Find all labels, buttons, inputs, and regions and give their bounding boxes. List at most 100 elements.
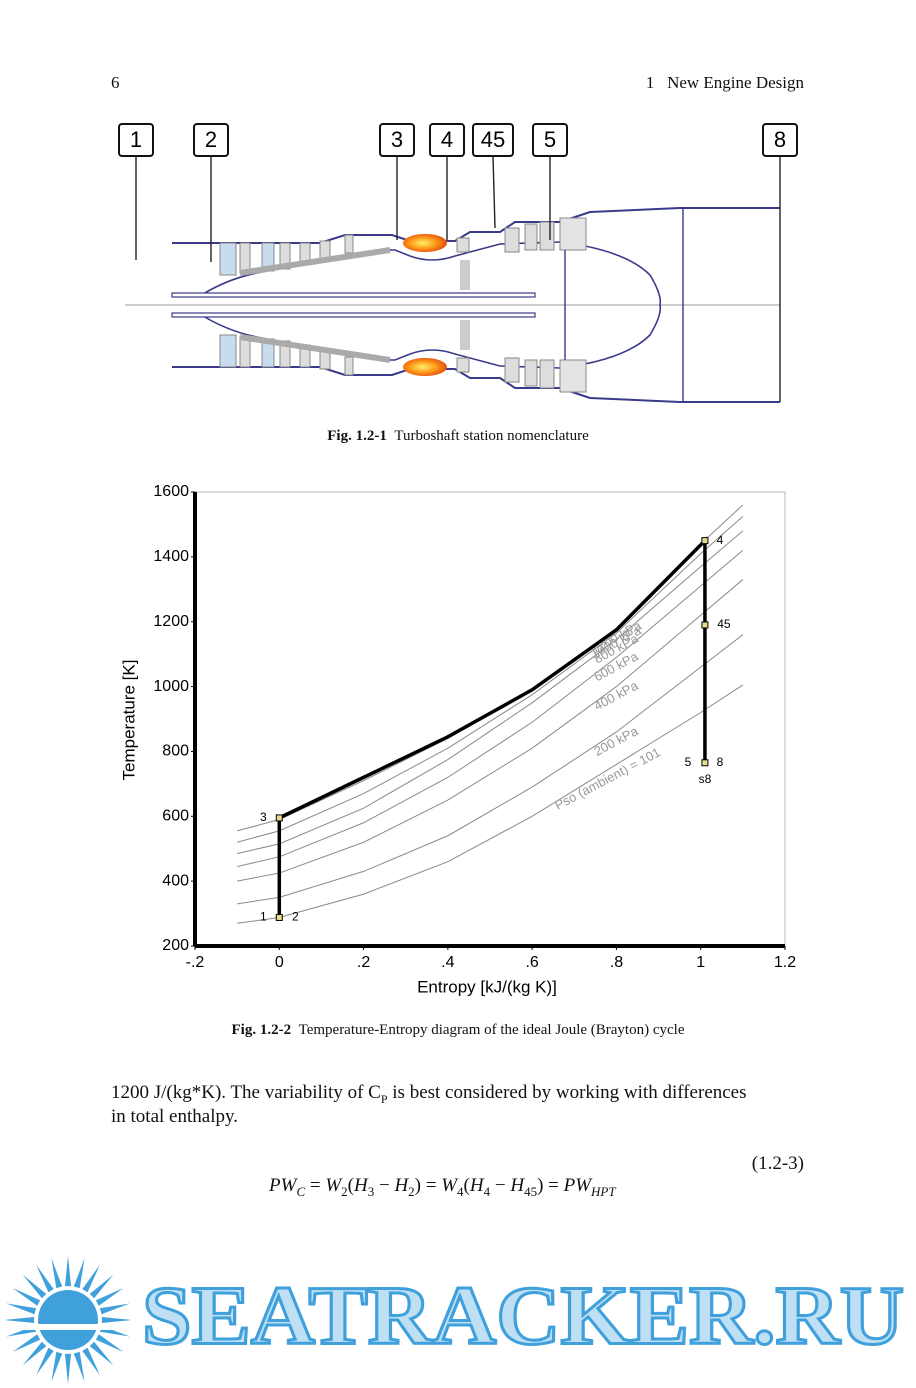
eq-part: 4	[483, 1183, 491, 1199]
eq-part: (	[347, 1175, 354, 1196]
station-box	[379, 123, 415, 157]
sun-ray	[89, 1274, 114, 1299]
isobar	[237, 549, 744, 868]
state-label: 5	[685, 755, 692, 769]
eq-part: =	[305, 1175, 326, 1196]
equation: PWC = W2(H3 − H2) = W4(H4 − H45) = PWHPT	[250, 1153, 616, 1222]
eq-part: H	[510, 1175, 525, 1196]
sun-band	[0, 1324, 138, 1330]
y-tick-label: 1600	[153, 483, 189, 500]
state-label: 4	[717, 533, 724, 547]
plot-frame	[194, 491, 786, 947]
sun-ray	[73, 1351, 85, 1382]
station-box	[532, 123, 568, 157]
x-tick-label: .2	[357, 954, 370, 971]
station-label: 8	[774, 127, 786, 152]
cycle-line	[277, 536, 707, 918]
body-line: in total enthalpy.	[111, 1106, 238, 1127]
eq-part: H	[353, 1175, 368, 1196]
x-tick-label: .8	[610, 954, 623, 971]
station-box	[193, 123, 229, 157]
text: 1200 J/(kg*K). The variability of C	[111, 1082, 381, 1103]
eq-part: 45	[524, 1183, 538, 1199]
sun-ray	[73, 1258, 85, 1289]
isobar	[237, 515, 744, 843]
state-label: 3	[260, 810, 267, 824]
y-tick-label: 1000	[153, 678, 189, 695]
x-tick-label: .6	[525, 954, 538, 971]
eq-part: HPT	[591, 1183, 616, 1199]
station-label: 45	[481, 127, 505, 152]
sun-ray	[22, 1341, 47, 1366]
sun-ray	[36, 1347, 54, 1376]
page-number: 6	[111, 73, 120, 92]
sun-ray	[89, 1341, 114, 1366]
state-point	[275, 913, 283, 921]
engine-diagram: 1 2 3 4 45 5 8	[118, 123, 798, 420]
sun-ray	[64, 1353, 72, 1384]
text: is best considered by working with diffe…	[387, 1082, 747, 1103]
isobar	[237, 530, 744, 855]
sun-ray	[64, 1256, 72, 1287]
eq-part: W	[441, 1175, 458, 1196]
eq-part: H	[394, 1175, 409, 1196]
eq-part: PW	[563, 1175, 592, 1196]
y-tick-label: 600	[162, 808, 189, 825]
station-label: 4	[441, 127, 453, 152]
station-label: 2	[205, 127, 217, 152]
eq-part: C	[296, 1183, 306, 1199]
eq-part: −	[374, 1175, 395, 1196]
station-box	[429, 123, 465, 157]
sun-ray	[22, 1274, 47, 1299]
station-label: 3	[391, 127, 403, 152]
state-point	[275, 814, 283, 822]
eq-part: H	[469, 1175, 484, 1196]
y-tick-label: 1200	[153, 613, 189, 630]
body-line: 1200 J/(kg*K). The variability of CP is …	[111, 1082, 747, 1107]
eq-part: 4	[457, 1183, 464, 1199]
y-axis-label: Temperature [K]	[119, 660, 138, 781]
y-tick-label: 800	[162, 743, 189, 760]
x-axis-label: Entropy [kJ/(kg K)]	[417, 977, 557, 996]
eq-part: 3	[367, 1183, 375, 1199]
state-label: 1	[260, 910, 267, 924]
figure-caption: Fig. 1.2-2 Temperature-Entropy diagram o…	[0, 1022, 916, 1039]
eq-part: −	[490, 1175, 511, 1196]
equation-number: (1.2-3)	[751, 1153, 804, 1174]
x-tick-label: 0	[275, 954, 284, 971]
eq-part: PW	[269, 1175, 297, 1196]
eq-part: (	[463, 1175, 470, 1196]
sun-ray	[12, 1334, 41, 1352]
sun-ray	[6, 1303, 37, 1315]
sun-ray	[12, 1288, 41, 1306]
station-label: 1	[130, 127, 142, 152]
sun-ray	[82, 1347, 100, 1376]
watermark-text: SEATRACKER.RU	[142, 1269, 904, 1362]
state-point	[701, 621, 709, 629]
sun-ray	[99, 1303, 130, 1315]
caption-label: Fig. 1.2-2	[231, 1022, 292, 1038]
sun-ray	[95, 1288, 124, 1306]
figure-caption: Fig. 1.2-1 Turboshaft station nomenclatu…	[0, 428, 916, 445]
y-tick-label: 1400	[153, 548, 189, 565]
eq-part: ) =	[414, 1175, 442, 1196]
sun-ray	[95, 1334, 124, 1352]
isobar-label: Pso (ambient) = 101	[552, 744, 663, 812]
running-head: 1 New Engine Design	[645, 73, 804, 92]
x-tick-label: 1.2	[774, 954, 796, 971]
sun-ray	[51, 1258, 63, 1289]
state-point	[701, 537, 709, 545]
state-label: 8	[717, 755, 724, 769]
sun-disc	[38, 1290, 98, 1350]
y-tick-label: 400	[162, 872, 189, 889]
eq-part: 2	[408, 1183, 415, 1199]
state-label: s8	[699, 772, 712, 786]
sun-ray	[51, 1351, 63, 1382]
caption-text: Temperature-Entropy diagram of the ideal…	[298, 1022, 685, 1038]
x-tick-label: -.2	[186, 954, 205, 971]
sun-ray	[4, 1316, 35, 1324]
station-box	[472, 123, 514, 157]
eq-part: W	[325, 1175, 342, 1196]
caption-text: Turboshaft station nomenclature	[394, 428, 589, 444]
station-box	[118, 123, 154, 157]
